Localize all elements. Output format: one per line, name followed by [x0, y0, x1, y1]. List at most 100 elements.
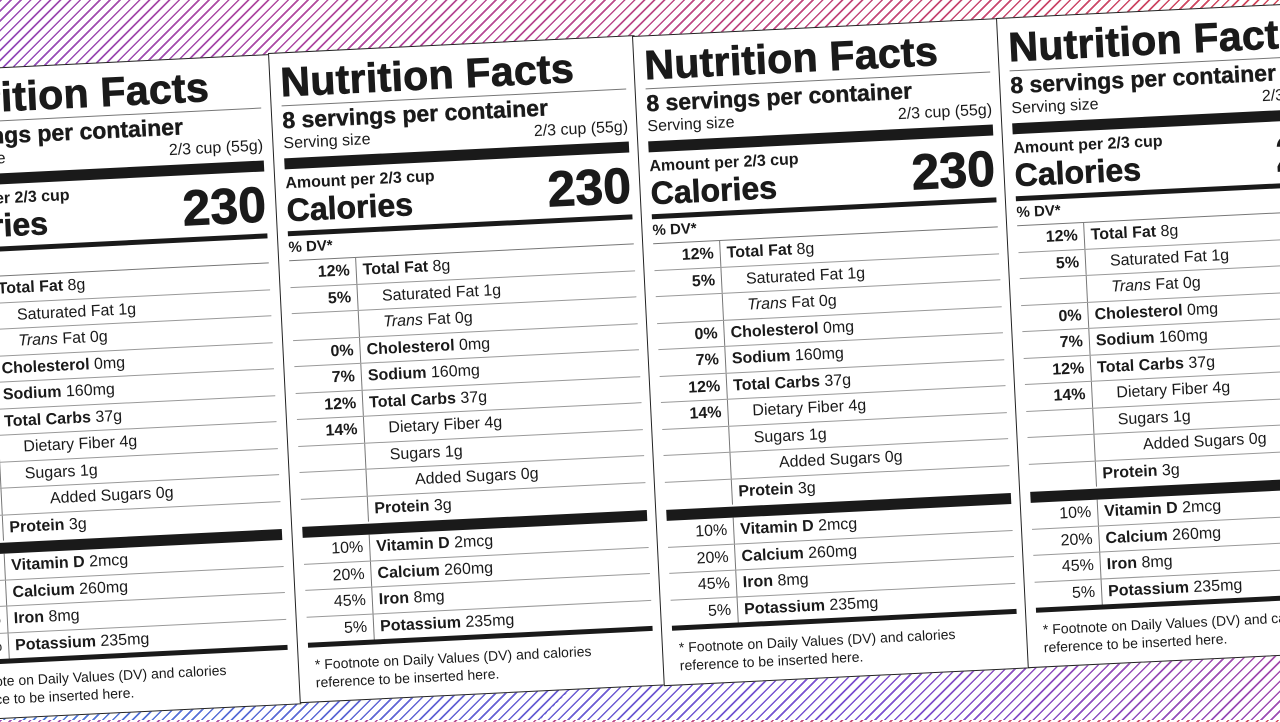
calories-value: 230	[910, 143, 996, 197]
vitamin-dv: 45%	[1033, 553, 1101, 582]
nutrient-amount: 4g	[119, 433, 138, 451]
nutrient-amount: 1g	[444, 442, 463, 460]
nutrient-amount: 8g	[67, 276, 86, 294]
nutrient-dv	[1026, 408, 1094, 437]
nutrient-cell: Total Fat 8g	[720, 236, 815, 266]
nutrient-name-suffix: Fat	[423, 310, 451, 328]
nutrient-amount: 0g	[884, 448, 903, 466]
nutrient-name: Trans	[747, 295, 788, 314]
nutrient-name: Total Fat	[362, 258, 428, 278]
nutrient-amount: 4g	[848, 397, 867, 415]
nutrient-amount: 3g	[1161, 461, 1180, 479]
nutrient-name: Dietary Fiber	[1116, 380, 1208, 401]
nutrient-cell: Sugars 1g	[0, 457, 98, 487]
nutrient-dv: 7%	[658, 347, 726, 376]
nutrient-amount: 1g	[483, 281, 502, 299]
nutrient-cell: Total Fat 8g	[0, 272, 86, 302]
nutrient-cell: Protein 3g	[732, 475, 817, 505]
nutrient-name: Protein	[9, 516, 65, 536]
nutrient-name: Saturated Fat	[746, 265, 844, 287]
nutrient-dv	[1029, 461, 1097, 490]
calories-value: 230	[546, 160, 632, 214]
nutrient-name: Trans	[18, 331, 59, 350]
nutrient-dv: 0%	[1021, 302, 1089, 331]
vitamin-cell: Iron 8mg	[1100, 549, 1173, 578]
vitamin-name: Calcium	[741, 545, 804, 565]
nutrient-name: Sodium	[731, 348, 790, 368]
nutrient-dv	[665, 479, 733, 508]
nutrient-dv	[301, 496, 369, 525]
nutrient-dv	[298, 443, 366, 472]
calories-value: 230	[181, 179, 267, 233]
vitamin-name: Iron	[378, 590, 409, 608]
nutrient-amount: 0mg	[1187, 300, 1219, 319]
nutrient-name-suffix: Fat	[58, 329, 86, 347]
vitamin-name: Vitamin D	[740, 518, 814, 539]
vitamin-dv: 5%	[671, 597, 739, 626]
nutrient-name: Saturated Fat	[1110, 247, 1208, 269]
nutrient-name: Cholesterol	[366, 337, 455, 358]
nutrient-dv: 14%	[1025, 382, 1093, 411]
vitamin-amount: 2mcg	[454, 533, 494, 552]
nutrient-name: Protein	[738, 480, 794, 500]
nutrient-amount: 0mg	[94, 354, 126, 373]
nutrient-cell: Sugars 1g	[729, 421, 827, 451]
nutrient-dv: 0%	[657, 320, 725, 349]
nutrient-name: Total Carbs	[1097, 355, 1185, 376]
nutrient-name: Dietary Fiber	[388, 415, 480, 436]
nutrient-name: Trans	[383, 312, 424, 331]
nutrient-name: Protein	[374, 497, 430, 517]
nutrient-amount: 0g	[1183, 274, 1202, 292]
nutrient-amount: 8g	[1160, 222, 1179, 240]
nutrient-amount: 1g	[1172, 407, 1191, 425]
nutrient-dv: 12%	[653, 241, 721, 270]
nutrient-amount: 0g	[819, 292, 838, 310]
nutrient-name-suffix: Fat	[1151, 275, 1179, 293]
nutrient-amount: 8g	[432, 257, 451, 275]
nutrient-amount: 0mg	[459, 335, 491, 354]
nutrient-name: Added Sugars	[1143, 431, 1245, 453]
nutrient-cell: Sugars 1g	[1093, 403, 1191, 433]
nutrient-amount: 1g	[847, 264, 866, 282]
calories-value: 230	[1274, 125, 1280, 179]
vitamin-name: Vitamin D	[376, 535, 450, 556]
nutrient-dv: 14%	[661, 400, 729, 429]
vitamin-amount: 8mg	[1141, 553, 1173, 572]
nutrient-dv: 5%	[654, 267, 722, 296]
nutrient-amount: 0mg	[823, 318, 855, 337]
serving-size-label: Serving size	[0, 149, 6, 173]
nutrient-amount: 4g	[1212, 379, 1231, 397]
calories-label: Calories	[0, 205, 72, 246]
nutrient-dv: 5%	[1018, 249, 1086, 278]
nutrient-amount: 160mg	[795, 345, 845, 364]
nutrient-name-suffix: Fat	[787, 293, 815, 311]
nutrient-name: Saturated Fat	[382, 282, 480, 304]
vitamin-amount: 260mg	[444, 559, 494, 578]
serving-size-label: Serving size	[647, 113, 735, 137]
nutrient-dv: 0%	[293, 337, 361, 366]
calories-label: Calories	[286, 186, 437, 227]
nutrient-cell: Protein 3g	[1096, 457, 1181, 487]
nutrient-dv: 7%	[1022, 329, 1090, 358]
nutrient-amount: 0g	[455, 309, 474, 327]
nutrient-amount: 8g	[796, 240, 815, 258]
nutrient-amount: 160mg	[1159, 327, 1209, 346]
nutrient-amount: 1g	[79, 461, 98, 479]
vitamin-dv: 45%	[305, 588, 373, 617]
nutrient-name: Added Sugars	[415, 466, 517, 488]
nutrient-name: Sugars	[24, 463, 75, 482]
vitamin-dv: 10%	[667, 518, 735, 547]
serving-size-label: Serving size	[283, 130, 371, 154]
nutrient-amount: 160mg	[66, 381, 116, 400]
serving-size-value: 2/3 cup (55g)	[533, 118, 628, 143]
nutrient-dv	[662, 426, 730, 455]
vitamin-amount: 235mg	[829, 594, 879, 613]
vitamin-dv: 20%	[1032, 526, 1100, 555]
nutrient-cell: Protein 3g	[3, 511, 88, 541]
nutrient-amount: 0g	[520, 465, 539, 483]
